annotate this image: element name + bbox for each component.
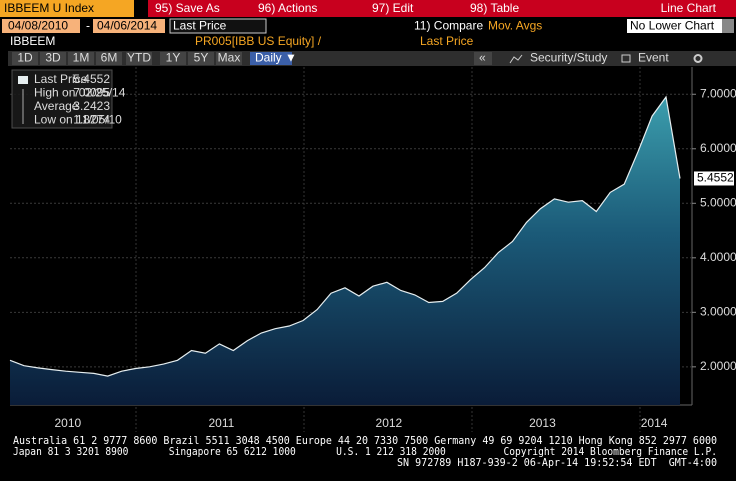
settings-icon[interactable]: [693, 54, 703, 63]
info-field: Last Price: [420, 34, 474, 48]
end-date-field[interactable]: [93, 19, 165, 33]
menu-bar: [148, 0, 736, 17]
footer-line: Australia 61 2 9777 8600 Brazil 5511 304…: [13, 435, 717, 447]
y-tick-label: 3.0000: [700, 304, 736, 318]
area-fill: [10, 97, 680, 405]
footer: Australia 61 2 9777 8600 Brazil 5511 304…: [13, 435, 717, 469]
x-tick-label: 2012: [376, 416, 403, 430]
range-buttons: 1D 3D 1M 6M YTD 1Y 5Y Max: [12, 51, 242, 65]
frequency-button[interactable]: [250, 52, 292, 65]
y-tick-label: 5.0000: [700, 195, 736, 209]
range-label: Max: [218, 51, 241, 65]
menu-button[interactable]: 97) Edit: [372, 1, 414, 15]
y-tick-label: 2.0000: [700, 359, 736, 373]
footer-line: SN 972789 H187-939-2 06-Apr-14 19:52:54 …: [397, 457, 717, 469]
field-text: Last Price: [173, 19, 227, 33]
x-tick-label: 2013: [529, 416, 556, 430]
study[interactable]: Security/Study: [530, 51, 607, 65]
legend-value: 3.2423: [73, 99, 110, 113]
range-label: 3D: [45, 51, 61, 65]
menu: 95) Save As 96) Actions 97) Edit 98) Table: [155, 1, 519, 15]
x-tick-label: 2010: [54, 416, 81, 430]
frequency: Daily ▼: [255, 51, 297, 65]
legend-value: 5.4552: [73, 72, 110, 86]
start-date-field[interactable]: [2, 19, 80, 33]
last-price-tag-text: 5.4552: [697, 171, 734, 185]
x-tick-label: 2011: [208, 416, 234, 430]
dropdown-arrow[interactable]: [722, 19, 734, 33]
last-price-tag: [694, 171, 734, 186]
legend-label: Low on 11/05/10: [34, 113, 122, 127]
range-button[interactable]: [40, 52, 66, 65]
security-field[interactable]: [0, 0, 134, 17]
range-label: 1Y: [166, 51, 181, 65]
start-date: 04/08/2010: [8, 19, 68, 33]
event[interactable]: Event: [638, 51, 669, 65]
range-label: 5Y: [194, 51, 209, 65]
y-tick-label: 7.0000: [700, 86, 736, 100]
legend-label: High on 02/25/14: [34, 86, 126, 100]
event-icon: [621, 54, 631, 63]
ticker: IBBEEM: [10, 34, 55, 48]
collapse-button[interactable]: [474, 52, 492, 65]
range-label: 1M: [73, 51, 90, 65]
legend-label: Last Price: [34, 72, 88, 86]
legend-box: [11, 69, 113, 129]
y-tick-label: 6.0000: [700, 141, 736, 155]
range-label: YTD: [127, 51, 151, 65]
menu-button[interactable]: 98) Table: [470, 1, 519, 15]
moving-averages[interactable]: Mov. Avgs: [488, 19, 542, 33]
lower-chart-field[interactable]: [627, 19, 722, 33]
compare[interactable]: 11) Compare: [414, 19, 483, 33]
range-button[interactable]: [12, 52, 38, 65]
legend-value: 1.8274: [73, 113, 110, 127]
collapse: «: [479, 51, 486, 65]
end-date: 04/06/2014: [97, 19, 157, 33]
range-button[interactable]: [188, 52, 214, 65]
legend-label: Average: [34, 99, 79, 113]
range-button[interactable]: [216, 52, 242, 65]
footer-line: Japan 81 3 3201 8900 Singapore 65 6212 1…: [13, 446, 717, 458]
source: PR005[IBB US Equity] /: [195, 34, 322, 48]
range-button[interactable]: [68, 52, 94, 65]
lower-chart: No Lower Chart: [630, 19, 715, 33]
range-button[interactable]: [126, 52, 152, 65]
legend-swatch: [18, 76, 28, 84]
plot: 2.0000 3.0000 4.0000 5.0000 6.0000 7.0000 2010…: [9, 86, 736, 430]
price-line: [9, 95, 681, 377]
menu-button[interactable]: 95) Save As: [155, 1, 220, 15]
range-button[interactable]: [96, 52, 122, 65]
date-separator: -: [86, 19, 90, 33]
view-name[interactable]: Line Chart: [661, 1, 717, 15]
range-label: 1D: [17, 51, 33, 65]
x-tick-label: 2014: [641, 416, 668, 430]
menu-button[interactable]: 96) Actions: [258, 1, 317, 15]
security-text: IBBEEM U Index: [4, 1, 94, 15]
legend-value: 7.0095: [73, 86, 110, 100]
range-label: 6M: [101, 51, 118, 65]
range-button[interactable]: [160, 52, 186, 65]
study-icon: [509, 54, 523, 64]
field-select[interactable]: [169, 18, 267, 34]
y-tick-label: 4.0000: [700, 250, 736, 264]
